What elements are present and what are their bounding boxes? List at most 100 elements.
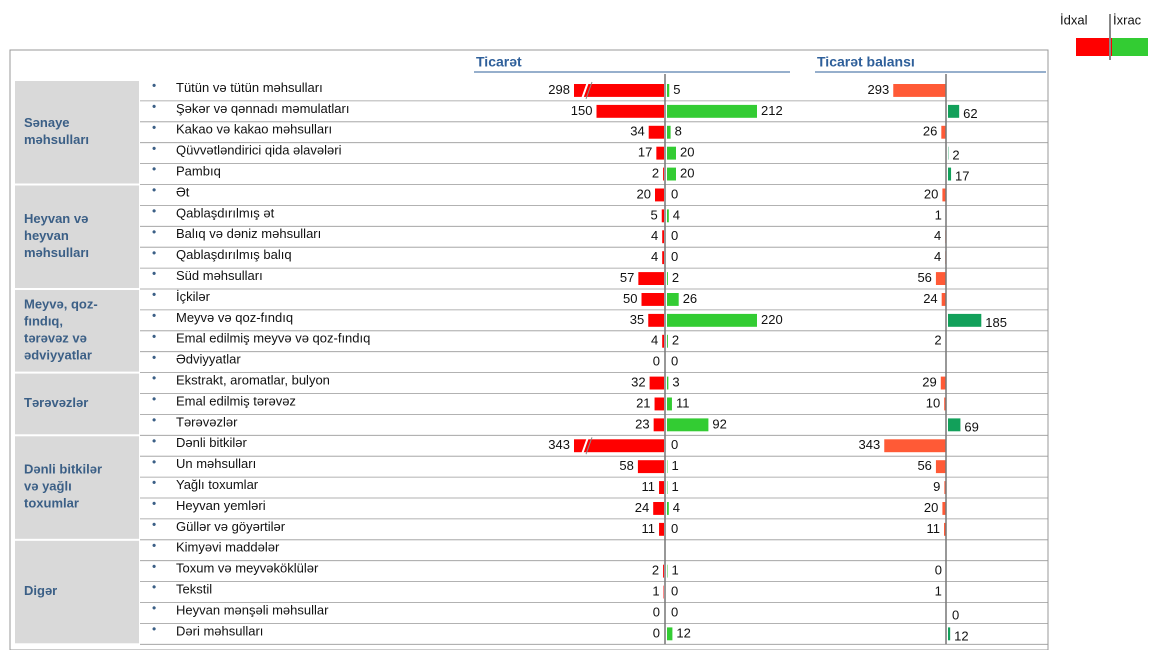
axis-break xyxy=(585,81,593,100)
category-label: Süd məhsulları xyxy=(176,268,263,283)
import-label: 11 xyxy=(642,521,656,536)
export-label: 5 xyxy=(673,82,680,97)
group-label-line: Digər xyxy=(24,583,57,598)
import-bar xyxy=(596,104,664,118)
group-label-line: məhsulları xyxy=(24,132,89,147)
export-label: 1 xyxy=(671,479,678,494)
balance-label: 20 xyxy=(924,500,938,515)
legend-label: İxrac xyxy=(1113,12,1142,27)
export-label: 11 xyxy=(676,395,690,410)
balance-label: 4 xyxy=(934,228,941,243)
export-label: 0 xyxy=(671,521,678,536)
import-label: 0 xyxy=(653,354,660,369)
balance-label: 185 xyxy=(985,315,1007,330)
category-label: Yağlı toxumlar xyxy=(176,477,259,492)
import-bar xyxy=(662,334,664,348)
group-box xyxy=(15,373,139,435)
category-label: Tərəvəzlər xyxy=(176,414,238,429)
bullet: • xyxy=(152,538,156,552)
category-label: Tekstil xyxy=(176,581,212,596)
export-label: 1 xyxy=(671,563,678,578)
export-label: 0 xyxy=(671,437,678,452)
balance-label: 62 xyxy=(963,106,977,121)
group-label-line: Heyvan və xyxy=(24,211,88,226)
import-bar xyxy=(637,460,664,474)
group-box xyxy=(15,81,139,184)
export-bar xyxy=(667,125,671,139)
export-label: 20 xyxy=(680,145,694,160)
export-bar xyxy=(667,293,679,306)
balance-label: 343 xyxy=(859,437,881,452)
export-bar xyxy=(667,502,669,515)
balance-label: 2 xyxy=(934,333,941,348)
import-label: 5 xyxy=(651,207,658,222)
category-label: Kakao və kakao məhsulları xyxy=(176,122,332,137)
category-label: Şəkər və qənnadı məmulatları xyxy=(176,101,349,116)
import-bar xyxy=(653,502,664,515)
bullet: • xyxy=(152,225,156,239)
category-label: Dəri məhsulları xyxy=(176,623,263,638)
import-label: 24 xyxy=(635,500,649,515)
import-label: 50 xyxy=(623,291,637,306)
group-label-line: məhsulları xyxy=(24,245,89,260)
category-label: Balıq və dəniz məhsulları xyxy=(176,226,321,241)
bullet: • xyxy=(152,455,156,469)
bullet: • xyxy=(152,267,156,281)
balance-bar xyxy=(948,167,952,181)
import-label: 57 xyxy=(620,270,634,285)
import-bar xyxy=(663,564,664,578)
category-label: Ekstrakt, aromatlar, bulyon xyxy=(176,372,330,387)
bullet: • xyxy=(152,100,156,114)
group-label-line: Tərəvəzlər xyxy=(24,395,88,410)
import-label: 0 xyxy=(653,604,660,619)
import-label: 32 xyxy=(631,374,645,389)
export-label: 4 xyxy=(673,207,680,222)
import-bar xyxy=(653,418,664,432)
export-label: 0 xyxy=(671,186,678,201)
bullet: • xyxy=(152,288,156,302)
export-bar xyxy=(667,376,669,390)
group-label: Heyvan və heyvan məhsulları xyxy=(24,211,89,260)
export-label: 3 xyxy=(672,374,679,389)
balance-bar xyxy=(935,272,946,285)
import-bar xyxy=(655,188,664,202)
legend-swatch xyxy=(1112,38,1148,56)
category-label: Qablaşdırılmış ət xyxy=(176,205,275,220)
export-label: 12 xyxy=(676,625,690,640)
import-bar xyxy=(641,293,664,306)
balance-label: 24 xyxy=(923,291,937,306)
bullet: • xyxy=(152,622,156,636)
group-label-line: tərəvəz və xyxy=(24,331,87,346)
axis-break xyxy=(581,436,589,455)
bullet: • xyxy=(152,350,156,364)
import-label: 298 xyxy=(548,82,570,97)
export-label: 0 xyxy=(671,583,678,598)
category-label: Kimyəvi maddələr xyxy=(176,540,280,555)
balance-bar xyxy=(948,313,982,327)
balance-label: 0 xyxy=(935,563,942,578)
category-label: Heyvan mənşəli məhsullar xyxy=(176,602,329,617)
export-bar xyxy=(667,418,709,432)
import-label: 2 xyxy=(652,563,659,578)
export-bar xyxy=(667,84,670,97)
category-label: Ədviyyatlar xyxy=(176,352,241,367)
balance-label: 1 xyxy=(935,207,942,222)
group-label-line: və yağlı xyxy=(24,479,72,494)
category-label: Un məhsulları xyxy=(176,456,256,471)
import-label: 4 xyxy=(651,333,658,348)
bullet: • xyxy=(152,246,156,260)
export-bar xyxy=(667,397,672,411)
import-label: 150 xyxy=(571,103,593,118)
balance-label: 1 xyxy=(935,583,942,598)
balance-bar xyxy=(944,522,946,536)
category-label: Qüvvətləndirici qida əlavələri xyxy=(176,143,342,158)
export-label: 212 xyxy=(761,103,783,118)
bullet: • xyxy=(152,392,156,406)
group-label-line: ədviyyatlar xyxy=(24,348,92,363)
category-label: Emal edilmiş tərəvəz xyxy=(176,393,296,408)
balance-label: 20 xyxy=(924,186,938,201)
balance-header: Ticarət balansı xyxy=(817,54,915,70)
category-label: Emal edilmiş meyvə və qoz-fındıq xyxy=(176,331,370,346)
import-bar xyxy=(649,376,664,390)
category-label: Dənli bitkilər xyxy=(176,435,247,450)
